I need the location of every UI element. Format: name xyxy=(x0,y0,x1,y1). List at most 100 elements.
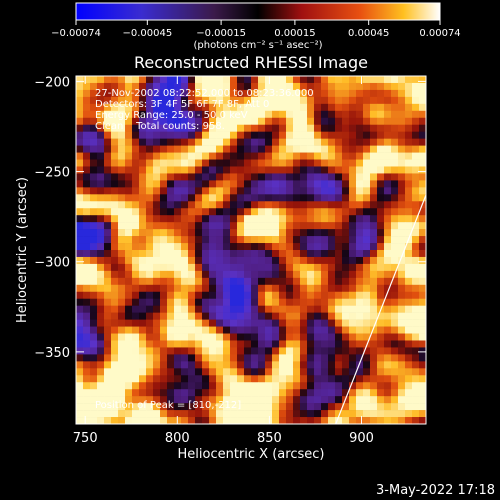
y-tick-label: −300 xyxy=(34,256,70,271)
heatmap-cell xyxy=(104,152,112,160)
heatmap-cell xyxy=(160,229,168,237)
heatmap-cell xyxy=(328,138,336,146)
heatmap-cell xyxy=(307,277,315,286)
heatmap-cell xyxy=(139,389,147,397)
heatmap-cell xyxy=(335,403,343,411)
heatmap-cell xyxy=(209,215,217,223)
heatmap-cell xyxy=(405,159,413,167)
heatmap-cell xyxy=(125,319,133,327)
heatmap-cell xyxy=(370,180,378,188)
heatmap-cell xyxy=(328,291,336,300)
heatmap-cell xyxy=(188,110,196,119)
heatmap-cell xyxy=(237,76,245,84)
heatmap-cell xyxy=(349,138,357,146)
heatmap-cell xyxy=(202,250,210,258)
heatmap-cell xyxy=(251,152,259,160)
heatmap-cell xyxy=(328,76,336,84)
heatmap-cell xyxy=(195,382,203,390)
heatmap-cell xyxy=(181,368,189,376)
heatmap-cell xyxy=(97,152,105,160)
heatmap-cell xyxy=(237,270,245,279)
heatmap-cell xyxy=(328,159,336,167)
heatmap-cell xyxy=(97,263,105,272)
heatmap-cell xyxy=(251,236,259,244)
heatmap-cell xyxy=(97,417,105,424)
heatmap-cell xyxy=(90,382,98,390)
heatmap-cell xyxy=(342,368,350,376)
heatmap-cell xyxy=(83,263,91,272)
heatmap-cell xyxy=(202,96,210,105)
heatmap-cell xyxy=(384,368,392,376)
heatmap-cell xyxy=(300,76,308,84)
heatmap-cell xyxy=(349,250,357,258)
heatmap-cell xyxy=(286,103,294,112)
heatmap-cell xyxy=(356,250,364,258)
heatmap-cell xyxy=(258,208,266,216)
heatmap-cell xyxy=(209,410,217,418)
heatmap-cell xyxy=(391,277,399,286)
heatmap-cell xyxy=(216,187,224,195)
heatmap-cell xyxy=(76,305,84,313)
heatmap-cell xyxy=(223,236,231,244)
heatmap-cell xyxy=(251,89,259,98)
heatmap-cell xyxy=(328,166,336,174)
heatmap-cell xyxy=(265,354,273,362)
heatmap-cell xyxy=(258,375,266,383)
heatmap-cell xyxy=(230,166,238,174)
heatmap-cell xyxy=(300,159,308,167)
heatmap-cell xyxy=(83,222,91,230)
heatmap-cell xyxy=(356,124,364,132)
heatmap-cell xyxy=(244,76,252,84)
heatmap-cell xyxy=(405,340,413,348)
heatmap-cell xyxy=(139,222,147,230)
heatmap-cell xyxy=(76,96,84,105)
heatmap-cell xyxy=(342,173,350,181)
heatmap-cell xyxy=(237,159,245,167)
heatmap-cell xyxy=(111,229,119,237)
heatmap-cell xyxy=(286,222,294,230)
heatmap-cell xyxy=(125,256,133,265)
heatmap-cell xyxy=(118,117,126,126)
heatmap-cell xyxy=(391,103,399,112)
heatmap-cell xyxy=(167,417,175,424)
heatmap-cell xyxy=(335,256,343,265)
heatmap-cell xyxy=(139,236,147,244)
heatmap-cell xyxy=(279,103,287,112)
heatmap-cell xyxy=(272,173,280,181)
heatmap-cell xyxy=(370,138,378,146)
heatmap-cell xyxy=(153,270,161,279)
heatmap-cell xyxy=(97,110,105,119)
heatmap-cell xyxy=(405,215,413,223)
heatmap-cell xyxy=(391,368,399,376)
heatmap-cell xyxy=(307,375,315,383)
heatmap-cell xyxy=(370,124,378,132)
heatmap-cell xyxy=(167,131,175,139)
heatmap-cell xyxy=(412,382,420,390)
heatmap-cell xyxy=(293,347,301,355)
heatmap-cell xyxy=(265,347,273,355)
heatmap-cell xyxy=(370,326,378,334)
heatmap-cell xyxy=(97,368,105,376)
heatmap-cell xyxy=(83,347,91,355)
heatmap-cell xyxy=(265,256,273,265)
heatmap-cell xyxy=(328,389,336,397)
heatmap-cell xyxy=(286,89,294,98)
heatmap-cell xyxy=(272,124,280,132)
heatmap-cell xyxy=(377,375,385,383)
heatmap-cell xyxy=(104,375,112,383)
heatmap-cell xyxy=(307,250,315,258)
heatmap-cell xyxy=(412,222,420,230)
heatmap-cell xyxy=(188,305,196,313)
heatmap-cell xyxy=(405,124,413,132)
heatmap-cell xyxy=(384,396,392,404)
heatmap-cell xyxy=(146,166,154,174)
heatmap-cell xyxy=(244,312,252,320)
heatmap-cell xyxy=(286,403,294,411)
heatmap-cell xyxy=(419,82,426,91)
heatmap-cell xyxy=(118,298,126,306)
heatmap-cell xyxy=(118,326,126,334)
heatmap-cell xyxy=(405,166,413,174)
heatmap-cell xyxy=(83,145,91,153)
heatmap-cell xyxy=(321,76,329,84)
heatmap-cell xyxy=(174,96,182,105)
